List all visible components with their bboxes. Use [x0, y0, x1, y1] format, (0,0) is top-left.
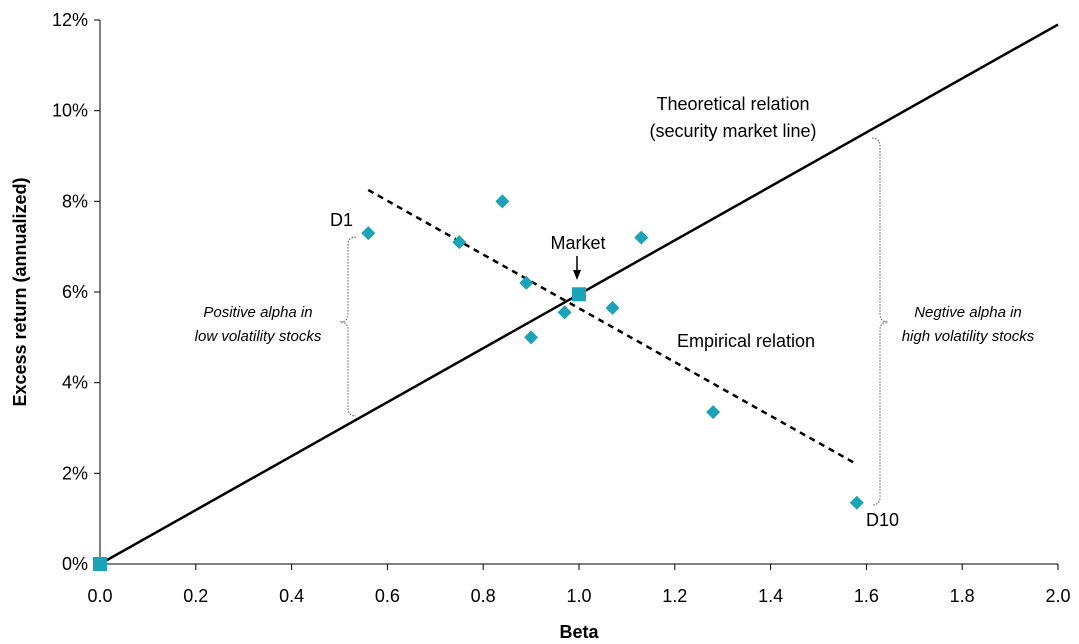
x-tick-label: 1.6 — [854, 586, 879, 606]
decile-point — [634, 230, 649, 245]
d1-label: D1 — [330, 210, 353, 230]
x-tick-label: 1.0 — [566, 586, 591, 606]
empirical-label: Empirical relation — [677, 331, 815, 351]
x-tick-label: 0.8 — [471, 586, 496, 606]
x-tick-label: 0.4 — [279, 586, 304, 606]
y-tick-label: 10% — [52, 101, 88, 121]
decile-point — [361, 226, 376, 241]
y-tick-label: 4% — [62, 373, 88, 393]
decile-point — [849, 495, 864, 510]
y-tick-label: 8% — [62, 191, 88, 211]
decile-point — [452, 235, 467, 250]
market-arrowhead — [573, 270, 581, 280]
sml-label-line1: Theoretical relation — [656, 94, 809, 114]
d10-label: D10 — [866, 510, 899, 530]
y-tick-label: 12% — [52, 10, 88, 30]
negative-alpha-brace — [871, 137, 889, 506]
market-point — [572, 287, 586, 302]
y-tick-label: 0% — [62, 554, 88, 574]
y-tick-label: 2% — [62, 463, 88, 483]
y-axis-title: Excess return (annualized) — [10, 177, 30, 406]
decile-point — [557, 305, 572, 320]
positive-alpha-line1: Positive alpha in — [203, 304, 312, 321]
sml-label-line2: (security market line) — [649, 121, 816, 141]
empirical-relation-line — [367, 188, 858, 466]
x-tick-label: 0.0 — [87, 586, 112, 606]
x-tick-label: 1.2 — [662, 586, 687, 606]
decile-point — [706, 405, 721, 420]
y-tick-label: 6% — [62, 282, 88, 302]
decile-point — [495, 194, 510, 209]
decile-point — [519, 275, 534, 290]
decile-point — [524, 330, 539, 345]
x-tick-label: 1.4 — [758, 586, 783, 606]
x-axis-title: Beta — [559, 622, 599, 642]
decile-point — [605, 300, 620, 315]
negative-alpha-line1: Negtive alpha in — [914, 304, 1022, 321]
x-tick-label: 1.8 — [950, 586, 975, 606]
positive-alpha-brace — [339, 236, 357, 417]
market-label: Market — [550, 233, 605, 253]
x-tick-label: 0.2 — [183, 586, 208, 606]
positive-alpha-line2: low volatility stocks — [195, 328, 322, 345]
x-tick-label: 0.6 — [375, 586, 400, 606]
market-point — [93, 557, 107, 571]
x-tick-label: 2.0 — [1045, 586, 1070, 606]
negative-alpha-line2: high volatility stocks — [902, 328, 1035, 345]
